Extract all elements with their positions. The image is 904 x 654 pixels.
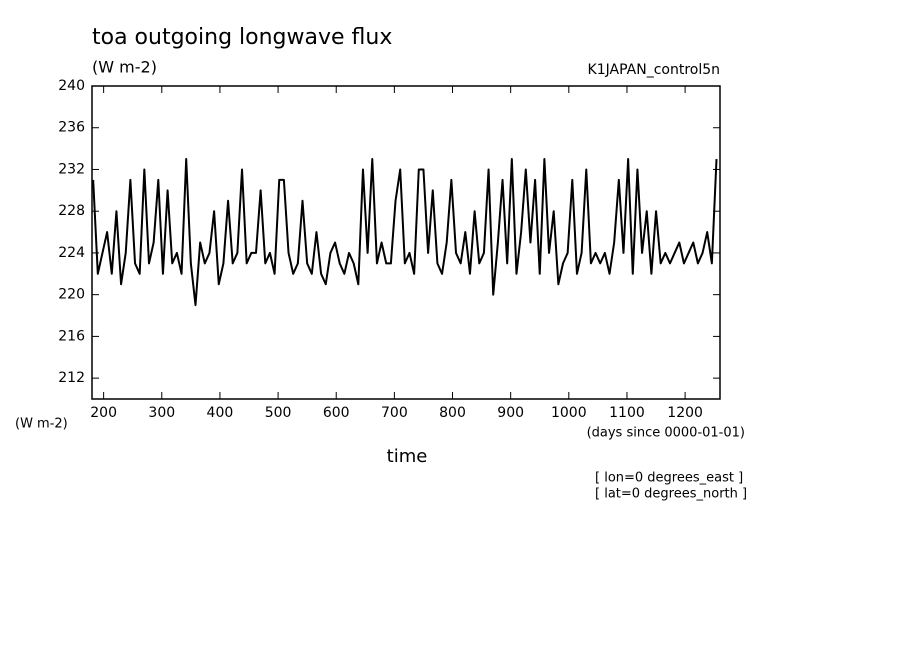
x-tick-label: 900 (497, 405, 524, 421)
x-tick-label: 1100 (609, 405, 645, 421)
y-tick-label: 240 (58, 78, 85, 94)
y-tick-label: 216 (58, 328, 85, 344)
y-tick-label: 228 (58, 203, 85, 219)
plot-frame (91, 85, 721, 400)
x-tick-label: 300 (148, 405, 175, 421)
y-tick-label: 224 (58, 245, 85, 261)
x-tick-label: 700 (381, 405, 408, 421)
x-tick-label: 1200 (667, 405, 703, 421)
annotation: [ lon=0 degrees_east ] (595, 471, 743, 486)
x-tick-label: 600 (323, 405, 350, 421)
y-tick-label: 220 (58, 287, 85, 303)
x-axis-label: time (387, 446, 428, 467)
chart-title: toa outgoing longwave flux (92, 25, 392, 50)
run-label: K1JAPAN_control5n (588, 62, 720, 78)
y-tick-label: 232 (58, 161, 85, 177)
annotation: [ lat=0 degrees_north ] (595, 487, 747, 502)
x-unit-label: (days since 0000-01-01) (587, 426, 745, 441)
y-tick-label: 236 (58, 120, 85, 136)
x-tick-label: 800 (439, 405, 466, 421)
x-tick-label: 400 (207, 405, 234, 421)
chart-subtitle: (W m-2) (92, 58, 157, 77)
y-tick-label: 212 (58, 370, 85, 386)
data-line (92, 158, 718, 307)
y-unit-label: (W m-2) (15, 417, 68, 432)
x-tick-label: 500 (265, 405, 292, 421)
x-tick-label: 200 (90, 405, 117, 421)
x-tick-label: 1000 (551, 405, 587, 421)
